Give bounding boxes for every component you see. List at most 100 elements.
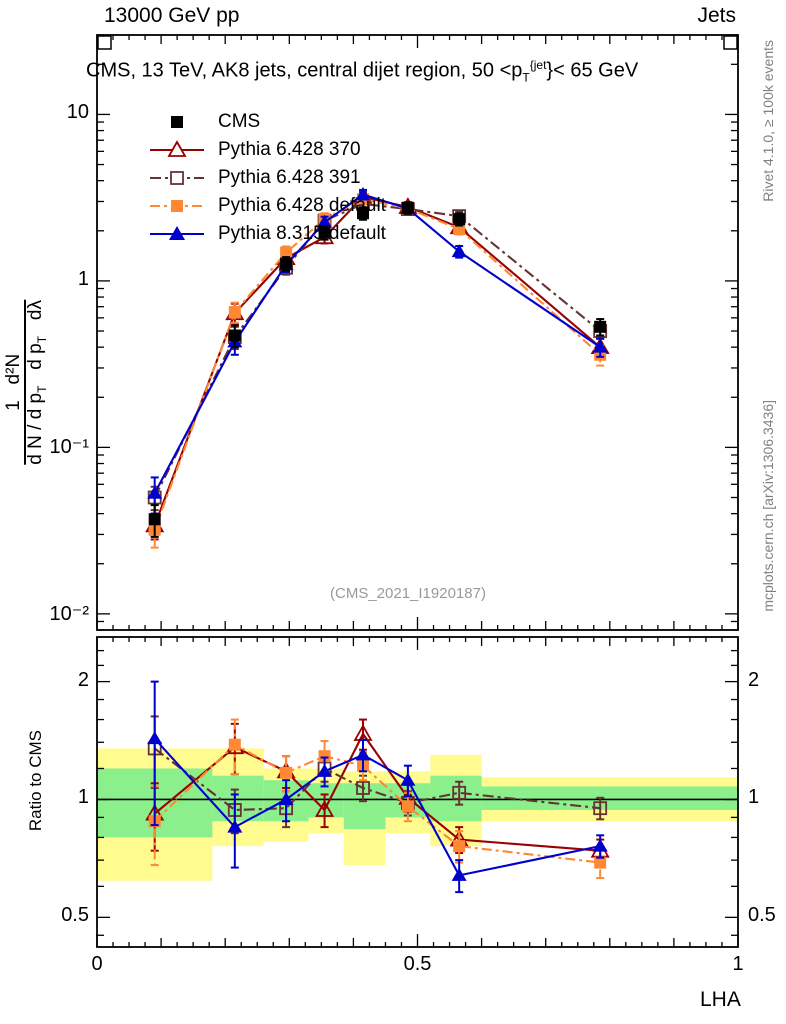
legend-item-2: Pythia 6.428 391	[148, 164, 386, 192]
ratio-line-Pythia-6-428-370	[154, 731, 601, 852]
ratio-marker	[317, 761, 332, 776]
x-axis-label: LHA	[700, 988, 741, 1011]
main-marker	[401, 202, 414, 215]
side-label-mcplots-text: mcplots.cern.ch [arXiv:1306.3436]	[760, 400, 776, 612]
ratio-marker	[318, 750, 331, 763]
ratio-marker	[147, 731, 163, 745]
ratio-band-green-5	[385, 783, 431, 818]
main-marker	[453, 213, 466, 226]
frame-corner-marker	[97, 35, 112, 50]
ratio-marker	[400, 796, 415, 810]
y-ticklabel-main-1: 1	[77, 267, 89, 290]
main-marker	[452, 209, 467, 224]
side-label-mcplots: mcplots.cern.ch [arXiv:1306.3436]	[760, 400, 786, 612]
ratio-marker	[452, 785, 467, 800]
ratio-marker	[276, 761, 296, 779]
main-marker	[592, 339, 608, 353]
main-marker	[593, 324, 608, 338]
main-marker	[401, 201, 414, 214]
y-ticklabel-ratio-left-0: 2	[77, 668, 89, 691]
ratio-label-text: Ratio to CMS	[26, 730, 45, 832]
ratio-marker	[594, 856, 607, 869]
main-marker	[451, 244, 467, 258]
ratio-band-yellow-0	[97, 748, 213, 881]
y-label-num-1: 1	[3, 400, 24, 411]
ratio-marker	[451, 867, 467, 881]
ratio-marker	[400, 772, 416, 786]
ratio-marker	[148, 815, 161, 828]
main-marker	[449, 217, 469, 235]
side-label-rivet-text: Rivet 4.1.0, ≥ 100k events	[760, 40, 776, 202]
plot-title-sup: {jet	[529, 58, 547, 72]
main-marker	[400, 201, 416, 215]
main-marker	[148, 523, 161, 536]
y-label-den-1-sub: T	[34, 385, 49, 393]
ratio-marker	[398, 787, 418, 805]
ratio-band-yellow-1	[212, 748, 264, 847]
ratio-band-green-0	[97, 768, 213, 838]
plot-title-sub: T	[522, 70, 530, 85]
ratio-band-yellow-3	[308, 768, 344, 834]
main-marker	[148, 513, 161, 526]
x-ticklabel-0: 0	[91, 953, 103, 975]
ratio-marker	[228, 738, 241, 751]
x-ticklabel-1: 0.5	[403, 953, 432, 975]
legend-label-3: Pythia 6.428 default	[218, 195, 386, 216]
ratio-marker	[353, 724, 373, 741]
ratio-marker	[355, 747, 371, 761]
legend-item-1: Pythia 6.428 370	[148, 136, 386, 164]
main-marker	[278, 257, 294, 271]
legend-label-1: Pythia 6.428 370	[218, 139, 361, 160]
frame-corner-marker	[723, 35, 738, 50]
y-ticklabel-ratio-right-1: 1	[748, 786, 760, 809]
ratio-marker	[449, 829, 469, 847]
main-marker	[227, 334, 243, 348]
main-marker	[280, 257, 293, 270]
ratio-band-green-7	[481, 786, 738, 811]
ratio-marker	[356, 781, 370, 795]
main-marker	[147, 485, 163, 499]
main-marker	[400, 202, 415, 216]
legend-item-4: Pythia 8.315 default	[148, 220, 386, 248]
ratio-line-Pythia-6-428-391	[154, 747, 601, 812]
legend-swatch-triangle-open-icon	[150, 140, 204, 157]
main-line-Pythia-6-428-default	[153, 198, 601, 531]
ratio-band-green-3	[308, 783, 344, 818]
ratio-line-Pythia-8-315-default	[153, 737, 601, 877]
legend-swatch-triangle-filled-icon	[150, 226, 204, 240]
ratio-marker	[227, 819, 243, 833]
ratio-marker	[357, 759, 370, 772]
main-marker	[228, 306, 241, 319]
ratio-marker	[592, 838, 608, 852]
legend-item-3: Pythia 6.428 default	[148, 192, 386, 220]
header-left: 13000 GeV pp	[104, 4, 240, 27]
main-marker	[280, 246, 293, 259]
legend-swatch-square-open-icon	[150, 171, 204, 185]
plot-title-suffix: }< 65 GeV	[546, 59, 639, 82]
ratio-band-yellow-6	[430, 754, 482, 847]
main-marker	[594, 348, 607, 361]
ratio-band-green-4	[343, 783, 386, 830]
header-right: Jets	[697, 4, 736, 27]
legend-swatch-square-filled-icon	[171, 116, 183, 128]
main-marker	[225, 303, 245, 321]
ratio-marker	[317, 763, 333, 777]
y-ticklabel-ratio-right-2: 0.5	[748, 904, 776, 927]
legend: CMS Pythia 6.428 370 Pythia 6.428 391 Pythi…	[148, 108, 386, 248]
main-marker	[228, 329, 241, 342]
ratio-marker	[315, 800, 335, 817]
plot-title-prefix: CMS, 13 TeV, AK8 jets, central dijet reg…	[86, 59, 523, 82]
main-marker	[227, 330, 242, 344]
legend-label-0: CMS	[218, 111, 261, 132]
main-marker	[147, 490, 162, 505]
main-marker	[453, 223, 466, 236]
y-ticklabel-main-2: 10⁻¹	[49, 436, 89, 459]
ratio-marker	[590, 840, 610, 858]
ratio-band-yellow-4	[343, 771, 386, 866]
ratio-marker	[453, 840, 466, 853]
main-marker	[279, 260, 293, 275]
watermark: (CMS_2021_I1920187)	[330, 585, 486, 602]
legend-item-0: CMS	[148, 108, 386, 136]
ratio-band-green-2	[263, 780, 309, 822]
